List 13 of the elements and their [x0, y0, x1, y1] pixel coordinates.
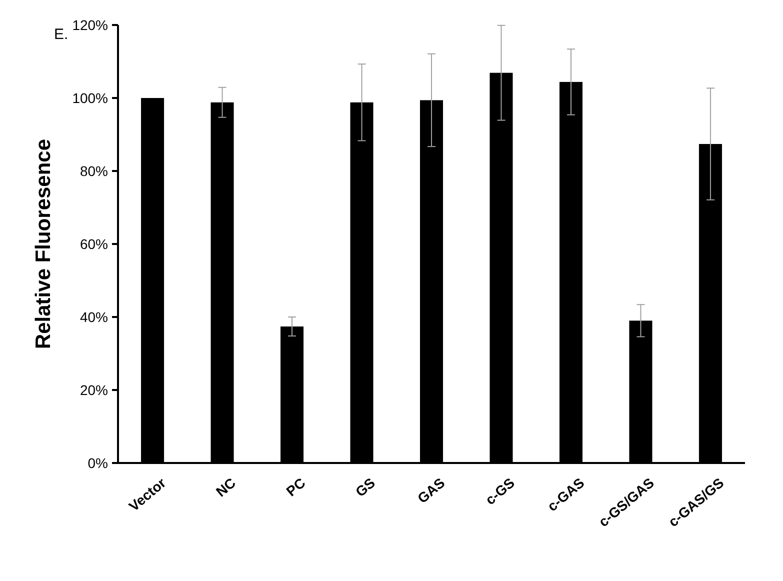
- x-tick-label: NC: [212, 474, 238, 500]
- text: E.: [54, 26, 68, 43]
- y-tick-label: 0%: [88, 454, 108, 471]
- y-tick-label: 20%: [80, 382, 108, 398]
- y-axis-title: Relative Fluoresence: [32, 138, 55, 350]
- x-tick-label: GS: [352, 474, 378, 500]
- y-tick-label: 120%: [72, 16, 108, 33]
- x-tick-label: GAS: [414, 474, 448, 506]
- y-tick-label: 40%: [80, 308, 108, 325]
- y-tick-label: 60%: [80, 236, 108, 252]
- y-tick-label: 100%: [72, 90, 108, 106]
- y-tick-label: 80%: [80, 162, 108, 179]
- x-tick-label: PC: [283, 474, 308, 500]
